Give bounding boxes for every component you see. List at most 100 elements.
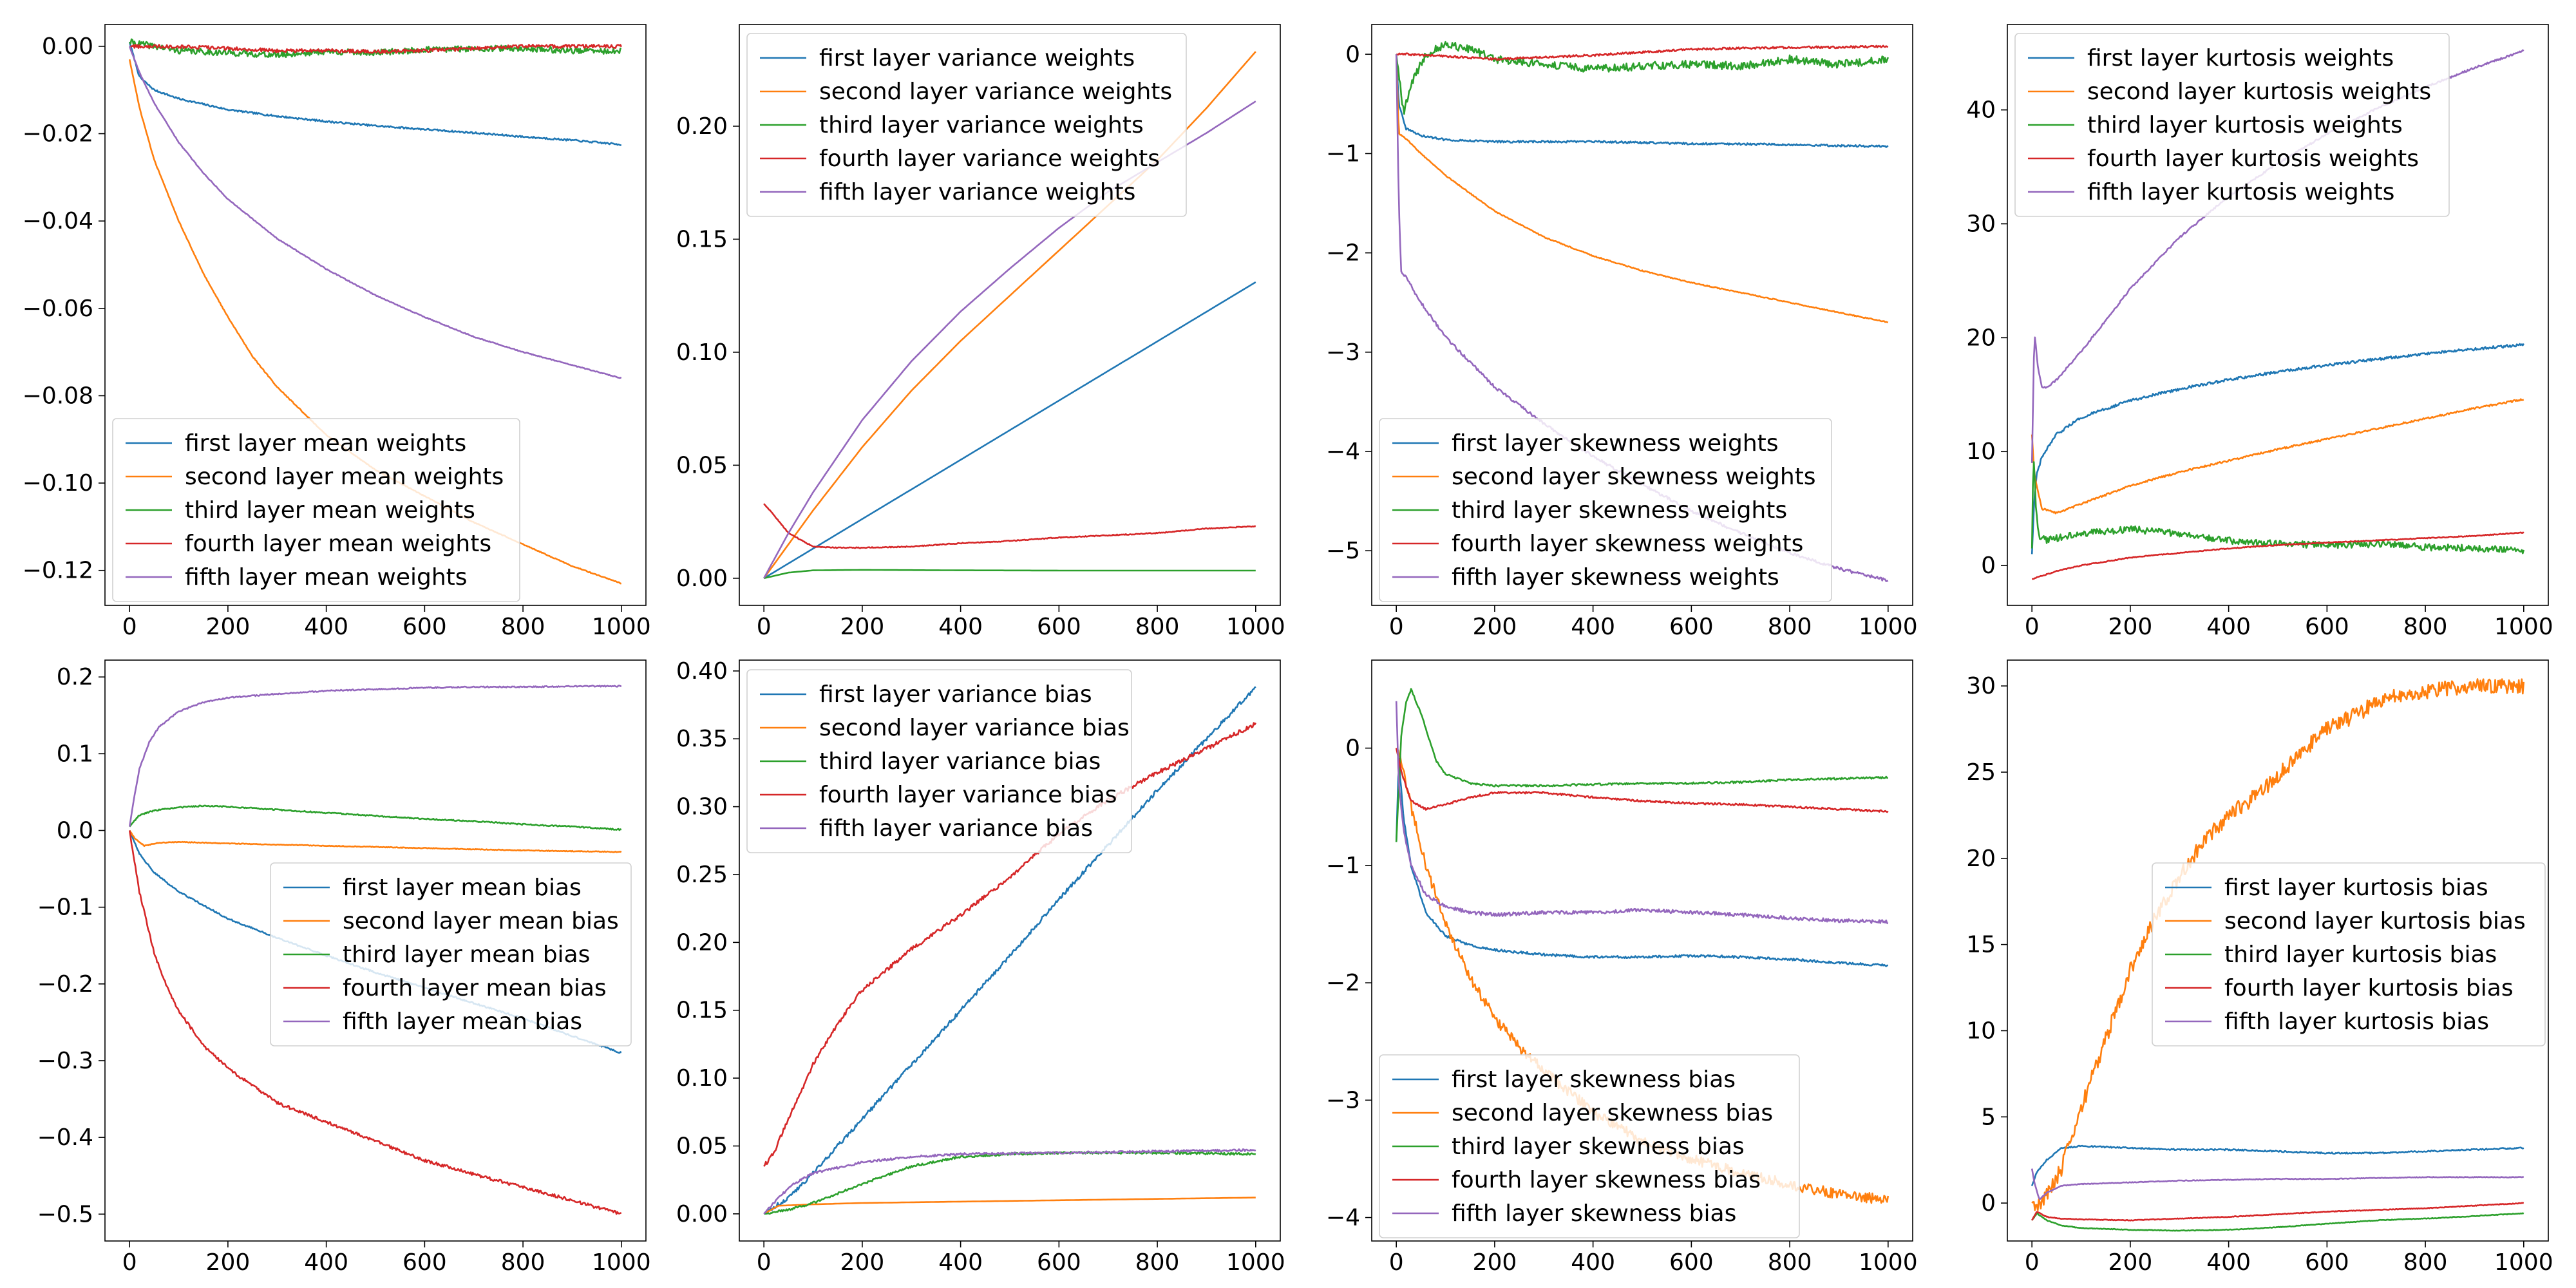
y-tick-label: −5: [1326, 538, 1360, 564]
x-tick-label: 200: [2108, 1249, 2153, 1276]
y-tick-label: −0.04: [23, 208, 93, 234]
legend-label: first layer kurtosis bias: [2224, 875, 2488, 901]
legend-box: [746, 669, 1132, 853]
legend-label: second layer kurtosis bias: [2224, 908, 2526, 934]
legend-label: third layer variance bias: [819, 748, 1101, 775]
x-tick-label: 0: [1389, 1249, 1404, 1276]
y-tick-label: 0.05: [676, 1133, 728, 1159]
y-tick-label: 5: [1981, 1104, 1996, 1130]
series-line-5: [128, 46, 622, 379]
y-tick-label: 0.1: [57, 741, 93, 767]
x-tick-label: 800: [2403, 614, 2448, 640]
legend-label: fourth layer kurtosis bias: [2224, 975, 2514, 1001]
series-line-5: [763, 1148, 1256, 1215]
series-line-1: [1395, 764, 1889, 967]
legend: first layer kurtosis weights second layer…: [2014, 33, 2450, 217]
legend-label: fourth layer skewness bias: [1452, 1167, 1761, 1193]
series-line-2: [129, 829, 622, 853]
series-line-4: [1396, 44, 1889, 61]
x-tick-label: 0: [1389, 614, 1404, 640]
plot-frame: [739, 24, 1281, 606]
y-tick-label: −1: [1326, 853, 1360, 879]
legend-label: first layer variance bias: [819, 681, 1092, 708]
y-tick-label: −0.06: [23, 296, 93, 322]
x-tick-label: 0: [757, 1249, 772, 1276]
y-tick-label: −3: [1326, 1087, 1360, 1113]
plot-frame: [104, 659, 647, 1242]
y-tick-label: −0.12: [23, 558, 93, 584]
series-line-3: [763, 569, 1256, 580]
x-tick-label: 600: [1037, 614, 1081, 640]
legend: first layer skewness weights second layer…: [1379, 418, 1832, 602]
legend-label: fifth layer skewness bias: [1452, 1200, 1736, 1227]
y-tick-label: 0.00: [676, 1201, 728, 1227]
legend-box: [2014, 33, 2450, 217]
legend: first layer skewness bias second layer sk…: [1379, 1054, 1800, 1238]
legend: first layer variance bias second layer va…: [746, 669, 1132, 853]
legend-label: second layer kurtosis weights: [2087, 79, 2431, 105]
x-tick-label: 800: [2403, 1249, 2448, 1276]
y-tick-label: 0.10: [676, 1065, 728, 1092]
x-tick-label: 200: [1473, 1249, 1517, 1276]
legend-label: fifth layer mean bias: [343, 1009, 582, 1035]
y-tick-label: 0: [1345, 735, 1360, 762]
y-tick-label: 25: [1966, 759, 1996, 786]
x-tick-label: 200: [840, 1249, 885, 1276]
y-tick-label: 0.15: [676, 998, 728, 1024]
chart-panel-6: 0 200 400 600 800 1000 0.00 0.05 0.10 0.15 0.20 0.2…: [676, 658, 1285, 1276]
y-tick-label: −0.4: [37, 1124, 93, 1151]
legend-label: fifth layer mean weights: [185, 564, 468, 591]
legend-label: fifth layer skewness weights: [1452, 564, 1779, 591]
legend-label: second layer skewness bias: [1452, 1100, 1773, 1126]
legend-label: fourth layer mean weights: [185, 531, 491, 557]
series-line-5: [128, 685, 622, 827]
y-tick-label: 0.20: [676, 929, 728, 956]
legend-label: third layer variance weights: [819, 112, 1144, 138]
series-line-1: [128, 41, 621, 146]
x-tick-label: 0: [122, 614, 137, 640]
legend-label: first layer skewness bias: [1452, 1066, 1736, 1093]
x-tick-label: 800: [501, 614, 545, 640]
y-tick-label: 20: [1966, 325, 1996, 351]
x-tick-label: 1000: [592, 614, 651, 640]
x-tick-label: 600: [402, 614, 447, 640]
series-line-1: [1395, 54, 1889, 148]
series-line-2: [1395, 54, 1889, 324]
chart-panel-5: 0 200 400 600 800 1000 0.2 0.1 0.0 −0.1 −0.2 −0.3 −0…: [37, 659, 651, 1276]
series-line-5: [2031, 1168, 2524, 1200]
legend-box: [746, 33, 1187, 217]
series-line-4: [763, 722, 1256, 1167]
x-tick-label: 200: [2108, 614, 2153, 640]
legend-label: third layer skewness bias: [1452, 1133, 1745, 1160]
legend-label: second layer variance weights: [819, 79, 1172, 105]
y-tick-label: 20: [1966, 846, 1996, 872]
x-tick-label: 600: [2305, 614, 2349, 640]
x-tick-label: 1000: [1859, 614, 1918, 640]
y-tick-label: −1: [1326, 140, 1360, 167]
chart-panel-3: 0 200 400 600 800 1000 0 −1 −2 −3 −4 −5 first layer …: [1326, 24, 1918, 640]
series-line-3: [763, 1151, 1256, 1215]
series-line-5: [1395, 701, 1889, 925]
legend-label: third layer mean weights: [185, 497, 475, 524]
x-tick-label: 400: [938, 1249, 983, 1276]
x-tick-label: 800: [501, 1249, 545, 1276]
chart-panel-2: 0 200 400 600 800 1000 0.00 0.05 0.10 0.15 0.20 fir…: [676, 24, 1285, 640]
y-tick-label: −3: [1326, 339, 1360, 366]
y-tick-label: 0.20: [676, 113, 728, 140]
series-line-3: [2031, 461, 2525, 554]
series-line-1: [2031, 343, 2524, 554]
legend-label: second layer mean weights: [185, 464, 504, 490]
y-tick-label: 0.2: [57, 664, 93, 690]
x-tick-label: 0: [2025, 1249, 2040, 1276]
chart-panel-7: 0 200 400 600 800 1000 0 −1 −2 −3 −4 first layer sk…: [1326, 659, 1918, 1276]
y-tick-label: 0.05: [676, 452, 728, 478]
x-tick-label: 400: [2206, 1249, 2251, 1276]
x-tick-label: 400: [304, 614, 348, 640]
y-tick-label: 0: [1981, 1190, 1996, 1217]
y-tick-label: 10: [1966, 439, 1996, 465]
legend-label: fifth layer variance weights: [819, 179, 1135, 205]
y-tick-label: 40: [1966, 97, 1996, 124]
x-tick-label: 0: [2025, 614, 2040, 640]
series-line-2: [763, 1197, 1256, 1215]
x-tick-label: 1000: [1226, 614, 1285, 640]
